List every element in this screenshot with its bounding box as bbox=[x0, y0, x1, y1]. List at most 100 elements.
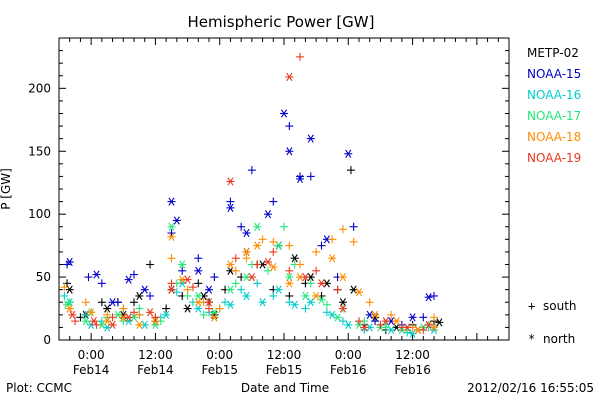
south-point bbox=[60, 283, 69, 292]
legend-entry: NOAA-15 bbox=[527, 67, 581, 81]
x-axis: 0:00Feb1412:00Feb140:00Feb1512:00Feb150:… bbox=[58, 38, 510, 377]
north-point bbox=[205, 285, 213, 294]
data-points bbox=[60, 52, 444, 338]
south-point bbox=[135, 310, 144, 319]
south-point bbox=[151, 313, 160, 322]
south-point bbox=[312, 247, 321, 256]
north-point bbox=[103, 304, 112, 313]
south-point bbox=[162, 304, 171, 313]
south-point bbox=[199, 310, 208, 319]
south-point bbox=[130, 270, 138, 279]
south-point bbox=[84, 273, 93, 282]
south-point bbox=[253, 260, 262, 269]
north-point bbox=[226, 203, 235, 212]
north-point bbox=[167, 222, 176, 231]
south-point bbox=[430, 313, 438, 322]
south-point bbox=[387, 310, 396, 319]
south-point bbox=[81, 298, 90, 307]
north-point bbox=[65, 304, 74, 313]
south-point bbox=[237, 222, 246, 231]
south-point bbox=[285, 122, 294, 131]
north-point bbox=[194, 266, 203, 275]
south-point bbox=[242, 254, 251, 263]
north-point bbox=[226, 177, 235, 186]
north-point bbox=[344, 320, 353, 330]
north-point bbox=[162, 310, 171, 319]
south-marker-label: south bbox=[543, 299, 577, 313]
north-point bbox=[274, 241, 283, 250]
south-point bbox=[419, 313, 428, 322]
south-point bbox=[231, 266, 240, 275]
y-tick-label: 50 bbox=[36, 270, 51, 284]
north-point bbox=[371, 310, 380, 319]
legend-entry: METP-02 bbox=[527, 46, 579, 60]
north-point bbox=[290, 254, 299, 263]
south-point bbox=[338, 225, 347, 234]
series-noaa-19 bbox=[68, 52, 433, 334]
south-point bbox=[119, 304, 128, 313]
north-point bbox=[280, 109, 288, 118]
north-point bbox=[355, 288, 363, 297]
north-point bbox=[226, 260, 235, 269]
north-point bbox=[274, 285, 283, 294]
north-point bbox=[285, 72, 294, 82]
x-axis-label: Date and Time bbox=[241, 381, 329, 395]
north-point bbox=[92, 270, 101, 279]
north-point bbox=[312, 291, 321, 301]
north-point bbox=[68, 310, 77, 319]
north-point bbox=[301, 291, 310, 301]
north-point bbox=[408, 329, 417, 338]
north-point bbox=[269, 262, 278, 272]
x-tick-time-label: 12:00 bbox=[138, 348, 173, 362]
north-point bbox=[65, 257, 74, 267]
north-point bbox=[103, 317, 112, 326]
south-point bbox=[322, 300, 331, 309]
chart-title: Hemispheric Power [GW] bbox=[188, 13, 375, 31]
south-point bbox=[269, 197, 278, 206]
north-point bbox=[81, 317, 90, 326]
north-point bbox=[167, 232, 176, 241]
y-axis: 0 50 100 150 200 bbox=[28, 37, 509, 347]
north-point bbox=[338, 298, 347, 307]
south-point bbox=[210, 273, 219, 282]
north-point bbox=[424, 293, 433, 302]
south-point bbox=[60, 291, 69, 300]
south-point bbox=[76, 313, 85, 322]
north-point bbox=[424, 320, 433, 330]
north-point bbox=[403, 323, 412, 332]
south-point bbox=[194, 254, 203, 263]
south-point bbox=[312, 266, 321, 275]
north-point bbox=[381, 317, 390, 326]
south-point bbox=[296, 260, 305, 269]
north-point bbox=[435, 318, 444, 327]
north-point bbox=[242, 247, 251, 257]
south-point bbox=[167, 254, 176, 263]
south-point bbox=[263, 266, 272, 275]
north-marker-label: north bbox=[543, 332, 575, 346]
north-point bbox=[317, 295, 326, 304]
north-point bbox=[247, 272, 256, 282]
south-point bbox=[183, 285, 192, 294]
south-point bbox=[221, 298, 230, 307]
north-point bbox=[392, 317, 401, 326]
north-point bbox=[178, 260, 187, 269]
south-point bbox=[301, 304, 310, 313]
series-noaa-18 bbox=[60, 225, 438, 335]
south-point bbox=[108, 313, 117, 322]
x-tick-time-label: 0:00 bbox=[335, 348, 362, 362]
x-tick-date-label: Feb14 bbox=[73, 363, 110, 377]
marker-legend: + south * north bbox=[528, 299, 577, 346]
south-point bbox=[333, 285, 342, 294]
south-point bbox=[355, 317, 363, 326]
south-point bbox=[306, 279, 315, 288]
south-point bbox=[376, 320, 385, 329]
north-point bbox=[306, 134, 315, 143]
north-point bbox=[328, 254, 337, 263]
north-point bbox=[338, 272, 347, 282]
north-point bbox=[205, 298, 213, 307]
legend-entry: NOAA-18 bbox=[527, 130, 581, 144]
south-point bbox=[269, 291, 278, 300]
south-marker-symbol: + bbox=[528, 299, 535, 313]
y-tick-label: 100 bbox=[28, 207, 51, 221]
north-point bbox=[167, 197, 176, 206]
